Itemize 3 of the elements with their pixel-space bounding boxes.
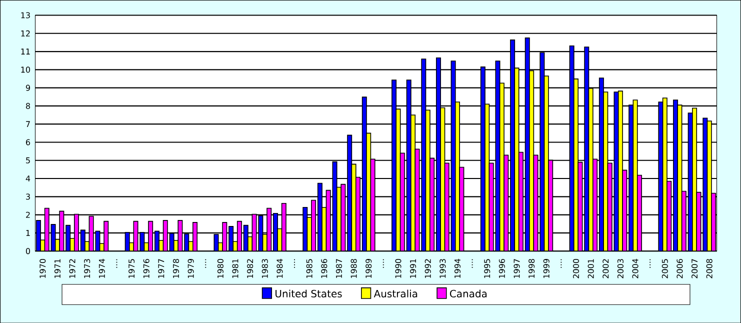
legend-label: Australia xyxy=(374,290,418,298)
legend-label: United States xyxy=(276,290,342,298)
legend-label: Canada xyxy=(450,290,487,298)
